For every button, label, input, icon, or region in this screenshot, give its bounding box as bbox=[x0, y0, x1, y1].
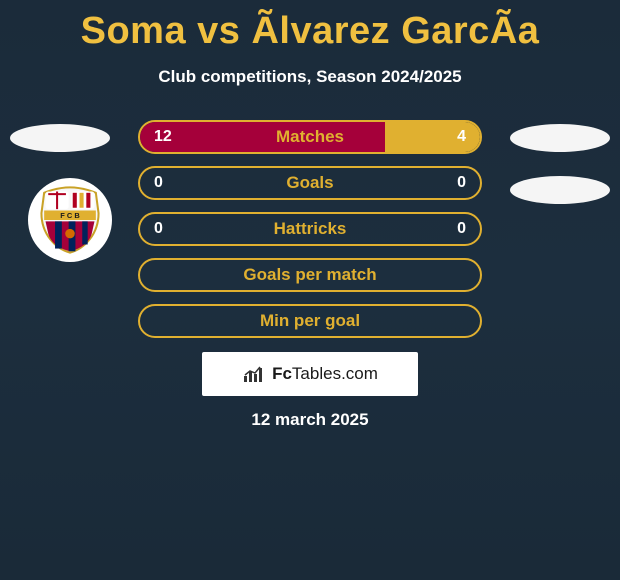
brand-strong: Fc bbox=[272, 364, 292, 383]
bar-chart-icon bbox=[242, 364, 266, 384]
stat-label: Matches bbox=[140, 127, 480, 147]
brand-logo[interactable]: FcTables.com bbox=[202, 352, 418, 396]
stat-row: 00Hattricks bbox=[138, 212, 482, 246]
stat-label: Goals per match bbox=[140, 265, 480, 285]
stat-row: 124Matches bbox=[138, 120, 482, 154]
snapshot-date: 12 march 2025 bbox=[0, 410, 620, 430]
season-subtitle: Club competitions, Season 2024/2025 bbox=[0, 67, 620, 87]
stat-label: Hattricks bbox=[140, 219, 480, 239]
placeholder-ellipse-left bbox=[10, 124, 110, 152]
stat-row: Min per goal bbox=[138, 304, 482, 338]
stat-row: 00Goals bbox=[138, 166, 482, 200]
stats-panel: 124Matches 00Goals 00Hattricks Goals per ma… bbox=[138, 120, 482, 350]
stat-label: Min per goal bbox=[140, 311, 480, 331]
club-crest: F C B bbox=[28, 178, 112, 262]
placeholder-ellipse-right-1 bbox=[510, 124, 610, 152]
stat-label: Goals bbox=[140, 173, 480, 193]
svg-text:F C B: F C B bbox=[60, 211, 80, 220]
brand-text: FcTables.com bbox=[272, 364, 378, 384]
stat-row: Goals per match bbox=[138, 258, 482, 292]
placeholder-ellipse-right-2 bbox=[510, 176, 610, 204]
brand-rest: Tables.com bbox=[292, 364, 378, 383]
fcb-crest-icon: F C B bbox=[36, 186, 104, 254]
page-title: Soma vs Ãlvarez GarcÃa bbox=[0, 0, 620, 53]
